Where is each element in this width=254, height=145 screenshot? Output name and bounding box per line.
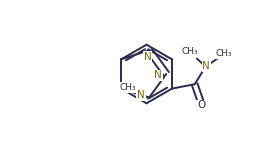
Text: N: N bbox=[137, 90, 144, 100]
Text: O: O bbox=[196, 100, 204, 110]
Text: CH₃: CH₃ bbox=[215, 49, 231, 58]
Text: N: N bbox=[143, 52, 151, 62]
Text: CH₃: CH₃ bbox=[119, 83, 136, 92]
Text: N: N bbox=[202, 61, 209, 71]
Text: CH₃: CH₃ bbox=[181, 47, 198, 57]
Text: N: N bbox=[154, 70, 162, 80]
